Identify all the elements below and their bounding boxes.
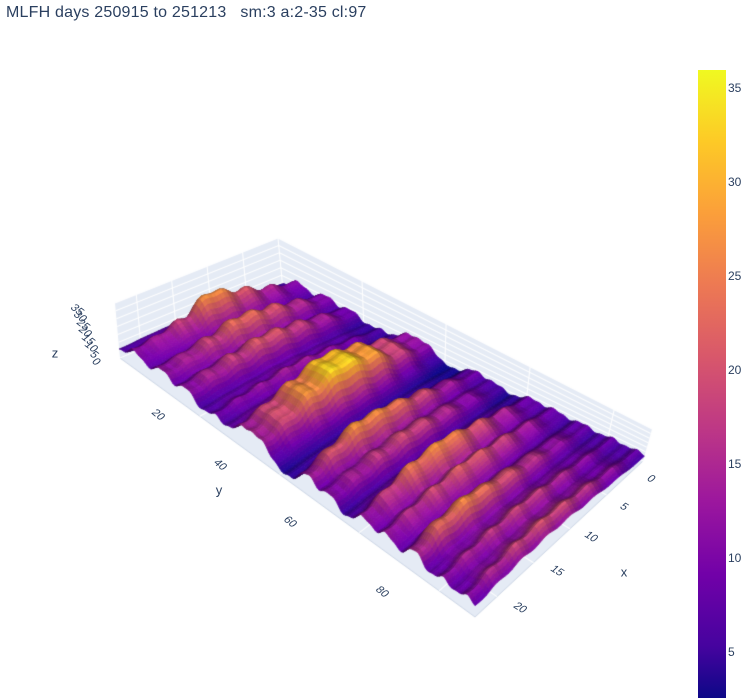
colorbar-tick-label: 15: [728, 457, 742, 471]
colorbar-tick-label: 25: [728, 269, 742, 283]
colorbar-tick-label: 30: [728, 175, 742, 189]
x-axis-title: x: [620, 564, 628, 580]
plot-title: MLFH days 250915 to 251213 sm:3 a:2-35 c…: [6, 4, 367, 21]
y-axis-title: y: [215, 482, 223, 498]
colorbar-tick-label: 5: [728, 645, 735, 659]
colorbar: [698, 70, 726, 698]
z-axis-title: z: [51, 345, 59, 361]
colorbar-tick-label: 35: [728, 81, 742, 95]
colorbar-tick-label: 20: [728, 363, 742, 377]
colorbar-tick-label: 10: [728, 551, 742, 565]
